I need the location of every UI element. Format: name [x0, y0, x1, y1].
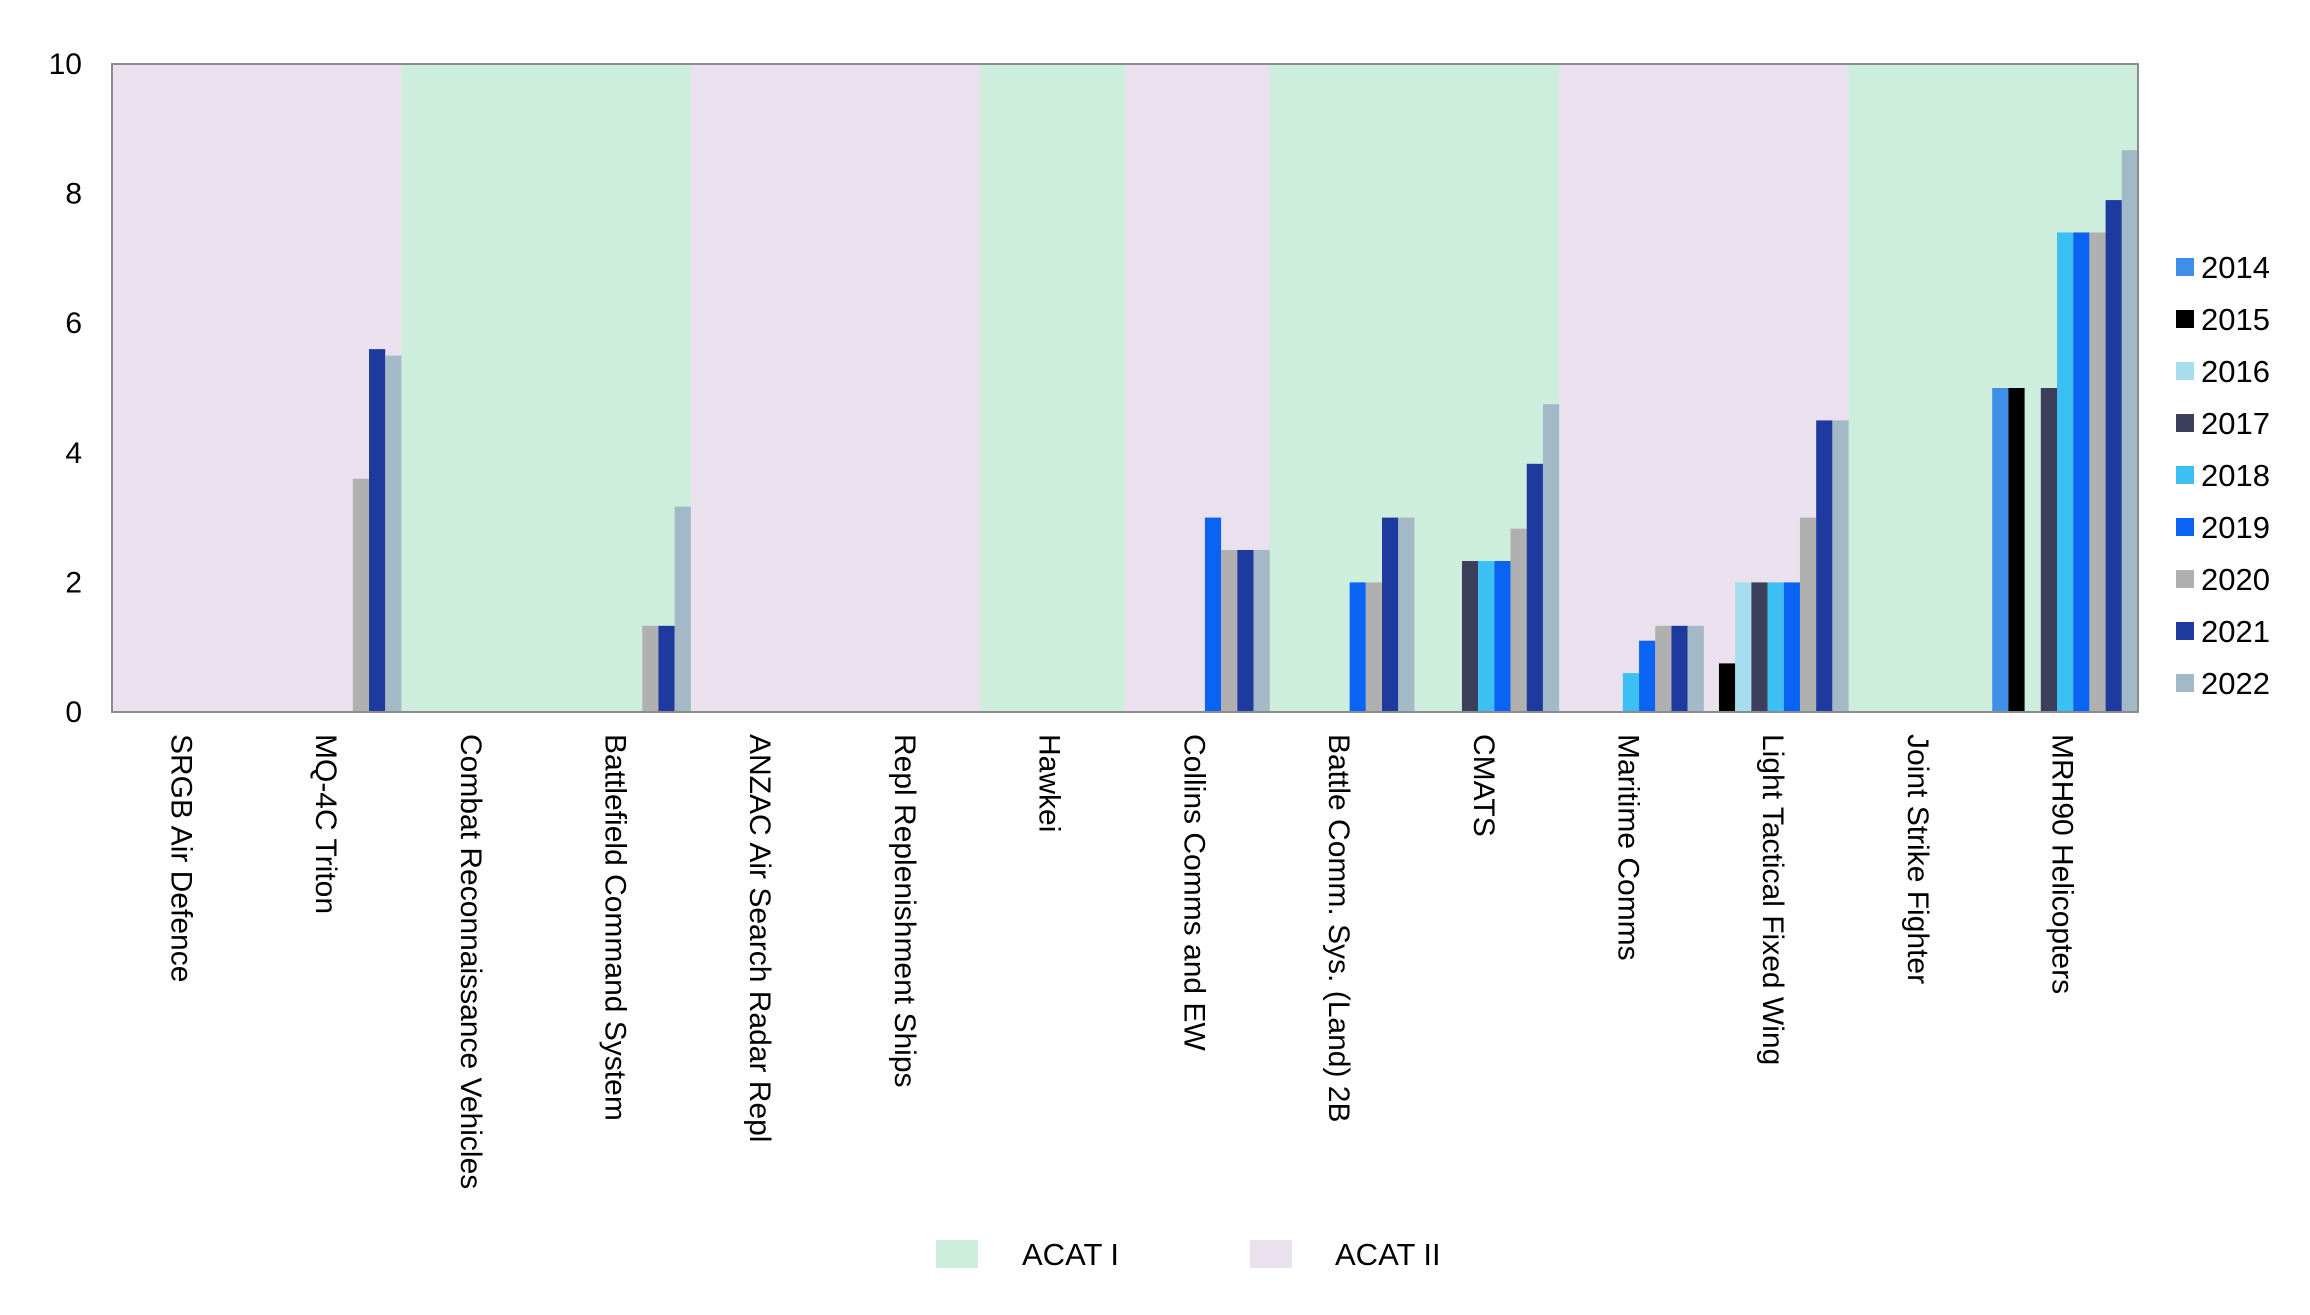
legend-swatch	[2176, 466, 2194, 484]
bar	[2040, 388, 2057, 712]
category-label: SRGB Air Defence	[164, 734, 197, 982]
legend-label: 2015	[2201, 302, 2270, 337]
band-legend: ACAT I ACAT II	[936, 1237, 1441, 1272]
bar	[658, 625, 675, 712]
bar	[1639, 640, 1656, 712]
legend-label: 2018	[2201, 458, 2270, 493]
band-legend-swatch	[936, 1240, 978, 1268]
bar	[1365, 582, 1383, 712]
bar	[1253, 550, 1270, 712]
legend-swatch	[2176, 310, 2194, 328]
legend-swatch	[2176, 362, 2194, 380]
legend-label: 2021	[2201, 614, 2270, 649]
category-label: Collins Comms and EW	[1177, 734, 1210, 1051]
bar	[1735, 582, 1752, 712]
series-legend: 2014 2015 2016 2017 2018 2019 2020 2021 2022	[2176, 250, 2270, 701]
bar	[1237, 550, 1254, 712]
band-legend-label: ACAT I	[1022, 1237, 1119, 1272]
bar	[2073, 232, 2090, 713]
bar	[1382, 517, 1399, 712]
band-legend-swatch	[1250, 1240, 1292, 1268]
category-band	[980, 64, 1126, 712]
bar	[2008, 388, 2025, 712]
y-tick-label: 4	[65, 437, 82, 470]
bar	[2057, 232, 2074, 713]
category-label: MRH90 Helicopters	[2046, 734, 2079, 994]
category-band	[546, 64, 692, 712]
bar	[1461, 561, 1479, 712]
y-tick-label: 0	[65, 696, 82, 729]
y-tick-label: 10	[49, 48, 82, 81]
legend-swatch	[2176, 518, 2194, 536]
legend-label: 2020	[2201, 562, 2270, 597]
category-label: Battlefield Command System	[599, 734, 632, 1121]
category-label: Battle Comm. Sys. (Land) 2B	[1322, 734, 1355, 1122]
y-axis-ticks: 0 2 4 6 8 10	[49, 48, 82, 729]
bar	[1542, 404, 1560, 712]
bar	[1799, 517, 1817, 712]
legend-label: 2022	[2201, 666, 2270, 701]
bar	[1992, 388, 2009, 712]
bar	[674, 506, 691, 712]
bar	[1526, 463, 1543, 712]
bar	[1783, 582, 1800, 712]
legend-swatch	[2176, 570, 2194, 588]
bar	[1767, 582, 1784, 712]
category-label: Hawkei	[1033, 734, 1066, 832]
category-label: Light Tactical Fixed Wing	[1756, 734, 1789, 1065]
legend-swatch	[2176, 622, 2194, 640]
bar	[369, 349, 386, 712]
bar	[1221, 550, 1238, 712]
bar	[1398, 517, 1415, 712]
bars	[352, 150, 2138, 713]
bar	[1478, 561, 1495, 712]
category-label: MQ-4C Triton	[309, 734, 342, 914]
legend-label: 2019	[2201, 510, 2270, 545]
bar	[2105, 200, 2122, 712]
bar	[1687, 625, 1704, 712]
y-tick-label: 8	[65, 178, 82, 211]
y-tick-label: 2	[65, 566, 82, 599]
category-label: CMATS	[1467, 734, 1500, 837]
bar	[1832, 420, 1849, 712]
y-tick-label: 6	[65, 307, 82, 340]
category-label: ANZAC Air Search Radar Repl	[743, 734, 776, 1143]
bar	[1622, 673, 1640, 712]
bar	[1655, 625, 1672, 712]
category-label: Joint Strike Fighter	[1901, 734, 1934, 984]
bar	[1510, 528, 1527, 712]
category-band	[690, 64, 837, 712]
legend-swatch	[2176, 414, 2194, 432]
bar	[2121, 150, 2138, 712]
bar	[1349, 582, 1366, 712]
bar	[2089, 232, 2106, 713]
category-labels: SRGB Air Defence MQ-4C Triton Combat Recon…	[164, 734, 2078, 1189]
category-label: Repl Replenishment Ships	[888, 734, 921, 1088]
bar	[1671, 625, 1688, 712]
legend-swatch	[2176, 258, 2194, 276]
bar	[1816, 420, 1833, 712]
bar	[642, 625, 659, 712]
category-label: Maritime Comms	[1612, 734, 1645, 961]
category-band	[401, 64, 547, 712]
category-band	[1848, 64, 1994, 712]
legend-label: 2017	[2201, 406, 2270, 441]
category-bands	[112, 64, 2139, 712]
legend-label: 2014	[2201, 250, 2270, 285]
bar	[352, 478, 370, 712]
bar	[1204, 517, 1222, 712]
category-band	[835, 64, 981, 712]
band-legend-label: ACAT II	[1335, 1237, 1441, 1272]
legend-swatch	[2176, 674, 2194, 692]
legend-label: 2016	[2201, 354, 2270, 389]
bar	[1751, 582, 1768, 712]
category-label: Combat Reconnaissance Vehicles	[454, 734, 487, 1189]
bar	[1494, 561, 1511, 712]
bar	[1718, 663, 1736, 712]
category-band	[1559, 64, 1705, 712]
category-band	[112, 64, 258, 712]
bar	[385, 355, 402, 712]
